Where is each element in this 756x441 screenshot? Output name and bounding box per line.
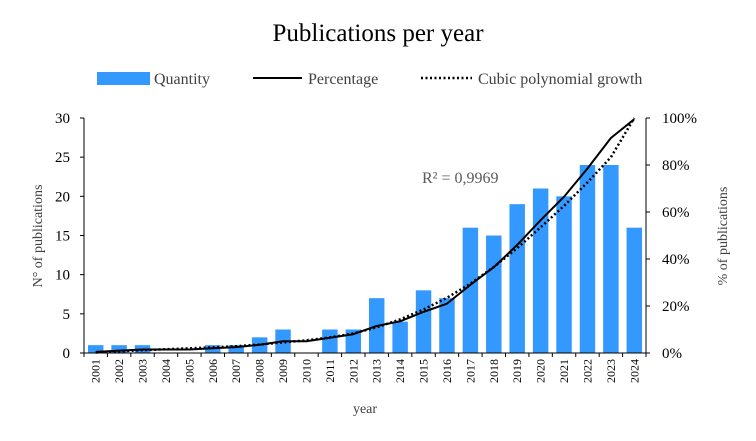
bar-2022 [579, 165, 596, 353]
legend-swatch-quantity [97, 72, 150, 85]
x-axis-label: year [353, 402, 377, 417]
x-tick-label: 2016 [440, 359, 454, 383]
r-squared-annotation: R² = 0,9969 [422, 170, 499, 187]
x-tick-label: 2004 [159, 359, 173, 383]
bar-2020 [532, 188, 549, 353]
bar-2018 [486, 235, 502, 353]
bar-2007 [228, 345, 244, 353]
x-tick-label: 2021 [557, 359, 571, 383]
y2-tick-label: 40% [662, 252, 690, 268]
x-ticks: 2001 2002 2003 2004 2005 2006 2007 2008 2009 2010… [83, 353, 647, 383]
y2-tick-label: 20% [662, 299, 690, 315]
x-tick-label: 2003 [136, 359, 150, 383]
y2-axis-label: % of publications [716, 187, 731, 286]
y-tick-label: 25 [55, 150, 70, 166]
x-tick-label: 2006 [206, 359, 220, 383]
bar-2023 [603, 165, 619, 353]
x-tick-label: 2023 [604, 359, 618, 383]
x-tick-label: 2010 [299, 359, 313, 383]
y-ticks-right: 0% 20% 40% 60% 80% 100% [646, 111, 697, 362]
bar-2001 [87, 345, 104, 353]
x-tick-label: 2022 [580, 359, 594, 383]
x-tick-label: 2017 [463, 359, 477, 383]
y-tick-label: 10 [55, 268, 70, 284]
bar-2014 [392, 321, 408, 353]
y-tick-label: 15 [55, 229, 70, 245]
y2-tick-label: 100% [662, 111, 697, 127]
x-tick-label: 2007 [229, 359, 243, 383]
legend-label-trend: Cubic polynomial growth [478, 71, 642, 88]
x-tick-label: 2024 [627, 359, 641, 383]
trend-line-cubic [95, 117, 636, 354]
x-tick-label: 2013 [370, 359, 384, 383]
x-tick-label: 2014 [393, 359, 407, 383]
bar-2016 [439, 298, 455, 353]
legend: Quantity Percentage Cubic polynomial gro… [97, 71, 642, 88]
y-tick-label: 0 [63, 346, 71, 362]
y-tick-label: 5 [63, 307, 71, 323]
x-tick-label: 2001 [89, 359, 103, 383]
x-tick-label: 2015 [417, 359, 431, 383]
bar-2017 [462, 227, 479, 353]
bar-2011 [322, 329, 338, 353]
x-tick-label: 2008 [253, 359, 267, 383]
bar-2002 [111, 345, 127, 353]
bar-2019 [509, 204, 525, 353]
legend-label-percentage: Percentage [308, 71, 378, 88]
y-ticks-left: 0 5 10 15 20 25 30 [55, 111, 84, 362]
bar-2015 [415, 290, 432, 353]
y2-tick-label: 60% [662, 205, 690, 221]
chart-title: Publications per year [272, 20, 484, 47]
line-series [95, 117, 636, 354]
x-tick-label: 2012 [346, 359, 360, 383]
x-tick-label: 2009 [276, 359, 290, 383]
legend-label-quantity: Quantity [154, 71, 210, 88]
y2-tick-label: 0% [662, 346, 682, 362]
x-tick-label: 2005 [182, 359, 196, 383]
bar-series [87, 165, 643, 353]
y2-tick-label: 80% [662, 158, 690, 174]
x-tick-label: 2019 [510, 359, 524, 383]
x-tick-label: 2002 [112, 359, 126, 383]
bar-2021 [556, 196, 572, 353]
x-tick-label: 2011 [323, 359, 337, 383]
x-tick-label: 2018 [487, 359, 501, 383]
x-tick-label: 2020 [534, 359, 548, 383]
y-tick-label: 20 [55, 189, 70, 205]
bar-2024 [626, 227, 643, 353]
y-axis-label: N° of publications [31, 185, 46, 288]
y-tick-label: 30 [55, 111, 70, 127]
line-percentage [95, 118, 635, 353]
